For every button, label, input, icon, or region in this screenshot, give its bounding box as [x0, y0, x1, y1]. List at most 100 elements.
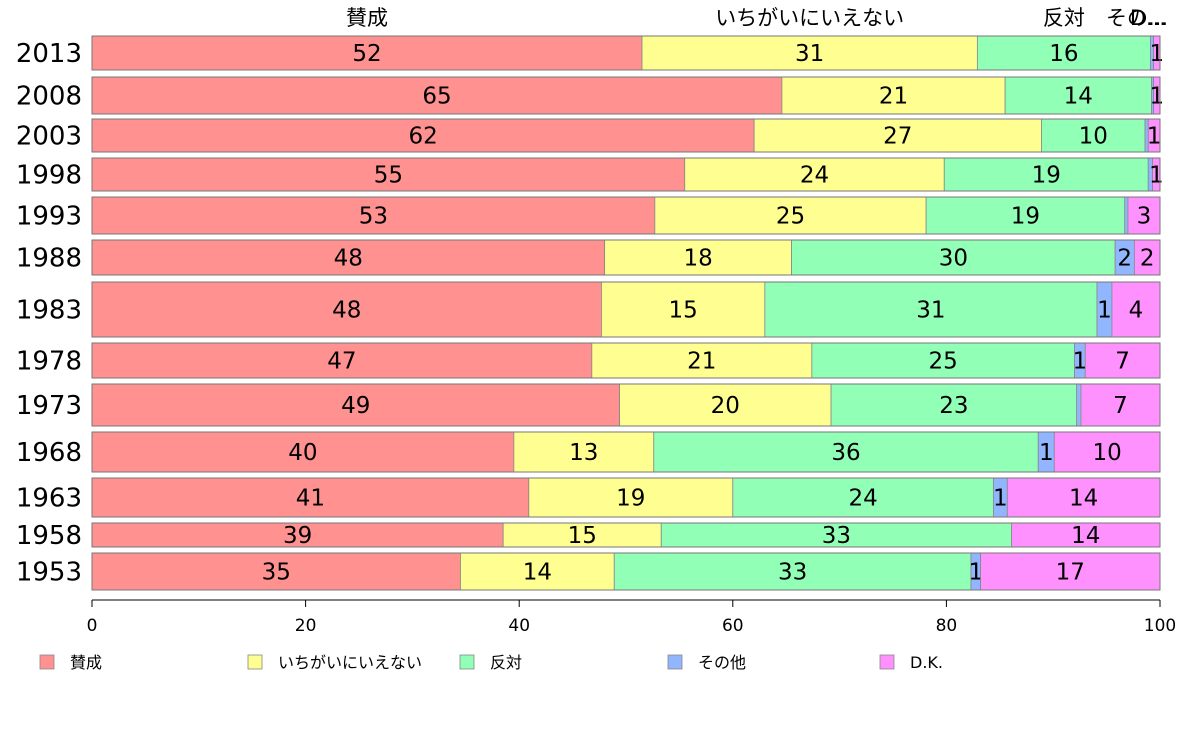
- data-label: 1: [1149, 84, 1164, 110]
- bar-segment: [1006, 477, 1161, 518]
- bar-segment: [764, 281, 1098, 338]
- data-label: 33: [822, 523, 851, 549]
- bar-segment: [91, 35, 643, 71]
- year-label: 1953: [16, 558, 82, 588]
- bar-segment: [91, 118, 755, 153]
- data-label: 36: [831, 440, 860, 466]
- data-label: 55: [374, 163, 403, 189]
- data-label: 10: [1092, 440, 1121, 466]
- data-label: 49: [341, 393, 370, 419]
- data-label: 48: [332, 298, 361, 324]
- column-header: D...: [1130, 6, 1166, 30]
- data-label: 27: [883, 124, 912, 150]
- year-label: 1983: [16, 296, 82, 326]
- bar-outline: [91, 552, 1161, 591]
- data-label: 65: [422, 84, 451, 110]
- data-label: 52: [352, 41, 381, 67]
- bar-segment: [980, 552, 1161, 591]
- data-label: 2: [1140, 246, 1155, 272]
- bar-outline: [91, 76, 1161, 115]
- bar-outline: [91, 157, 1161, 192]
- data-label: 14: [523, 560, 552, 586]
- data-label: 1: [1147, 124, 1162, 150]
- bar-segment: [1084, 342, 1161, 379]
- bar-segment: [1011, 522, 1161, 548]
- data-label: 1: [1039, 440, 1054, 466]
- year-label: 1998: [16, 161, 82, 191]
- data-label: 31: [795, 41, 824, 67]
- column-header: いちがいにいえない: [715, 6, 904, 30]
- data-label: 40: [288, 440, 317, 466]
- data-label: 23: [939, 393, 968, 419]
- bar-outline: [91, 383, 1161, 427]
- data-label: 4: [1129, 298, 1144, 324]
- year-label: 1958: [16, 521, 82, 551]
- data-label: 19: [1032, 163, 1061, 189]
- bar-segment: [1127, 196, 1161, 235]
- bar-segment: [654, 196, 927, 235]
- data-label: 15: [568, 523, 597, 549]
- bar-outline: [91, 118, 1161, 153]
- bar-segment: [91, 431, 515, 473]
- bar-segment: [653, 431, 1039, 473]
- legend-label: 賛成: [70, 653, 102, 672]
- year-label: 2013: [16, 39, 82, 69]
- data-label: 62: [408, 124, 437, 150]
- bar-segment: [976, 35, 1151, 71]
- bar-segment: [1076, 383, 1082, 427]
- data-label: 39: [283, 523, 312, 549]
- data-label: 1: [1149, 41, 1164, 67]
- bar-segment: [91, 477, 530, 518]
- year-label: 2003: [16, 122, 82, 152]
- bar-segment: [925, 196, 1126, 235]
- bar-segment: [830, 383, 1078, 427]
- data-label: 19: [1011, 204, 1040, 230]
- data-label: 14: [1064, 84, 1093, 110]
- legend-label: D.K.: [910, 653, 943, 672]
- bar-outline: [91, 239, 1161, 276]
- data-label: 35: [262, 560, 291, 586]
- legend-swatch: [247, 654, 263, 670]
- column-header: 賛成: [346, 6, 388, 30]
- data-label: 24: [848, 486, 877, 512]
- data-label: 1: [1149, 163, 1164, 189]
- data-label: 1: [1097, 298, 1112, 324]
- column-header: 反対: [1043, 6, 1085, 30]
- bar-segment: [619, 383, 832, 427]
- bar-outline: [91, 281, 1161, 338]
- column-header: その...: [1106, 6, 1168, 30]
- data-label: 1: [993, 486, 1008, 512]
- data-label: 31: [916, 298, 945, 324]
- bar-outline: [91, 477, 1161, 518]
- x-tick-label: 0: [87, 616, 98, 636]
- legend-label: 反対: [490, 653, 522, 672]
- column-header-labels: 賛成 いちがいにいえない 反対 その...D...: [346, 6, 1168, 30]
- data-label: 1: [1073, 349, 1088, 375]
- data-label: 25: [929, 349, 958, 375]
- data-label: 13: [569, 440, 598, 466]
- data-label: 15: [668, 298, 697, 324]
- data-label: 21: [879, 84, 908, 110]
- year-label: 1978: [16, 347, 82, 377]
- x-tick-label: 40: [508, 616, 530, 636]
- year-label: 1993: [16, 202, 82, 232]
- legend-label: いちがいにいえない: [278, 653, 422, 672]
- bar-segment: [601, 281, 766, 338]
- data-label: 16: [1049, 41, 1078, 67]
- data-label: 24: [800, 163, 829, 189]
- data-label: 53: [359, 204, 388, 230]
- legend-label: その他: [698, 653, 746, 672]
- data-label: 19: [616, 486, 645, 512]
- year-label: 1973: [16, 391, 82, 421]
- data-label: 7: [1115, 349, 1130, 375]
- data-label: 47: [327, 349, 356, 375]
- year-label: 2008: [16, 82, 82, 112]
- data-label: 41: [296, 486, 325, 512]
- x-tick-label: 60: [722, 616, 744, 636]
- data-label: 48: [334, 246, 363, 272]
- bar-outline: [91, 196, 1161, 235]
- data-label: 10: [1079, 124, 1108, 150]
- data-label: 7: [1113, 393, 1128, 419]
- data-label: 14: [1071, 523, 1100, 549]
